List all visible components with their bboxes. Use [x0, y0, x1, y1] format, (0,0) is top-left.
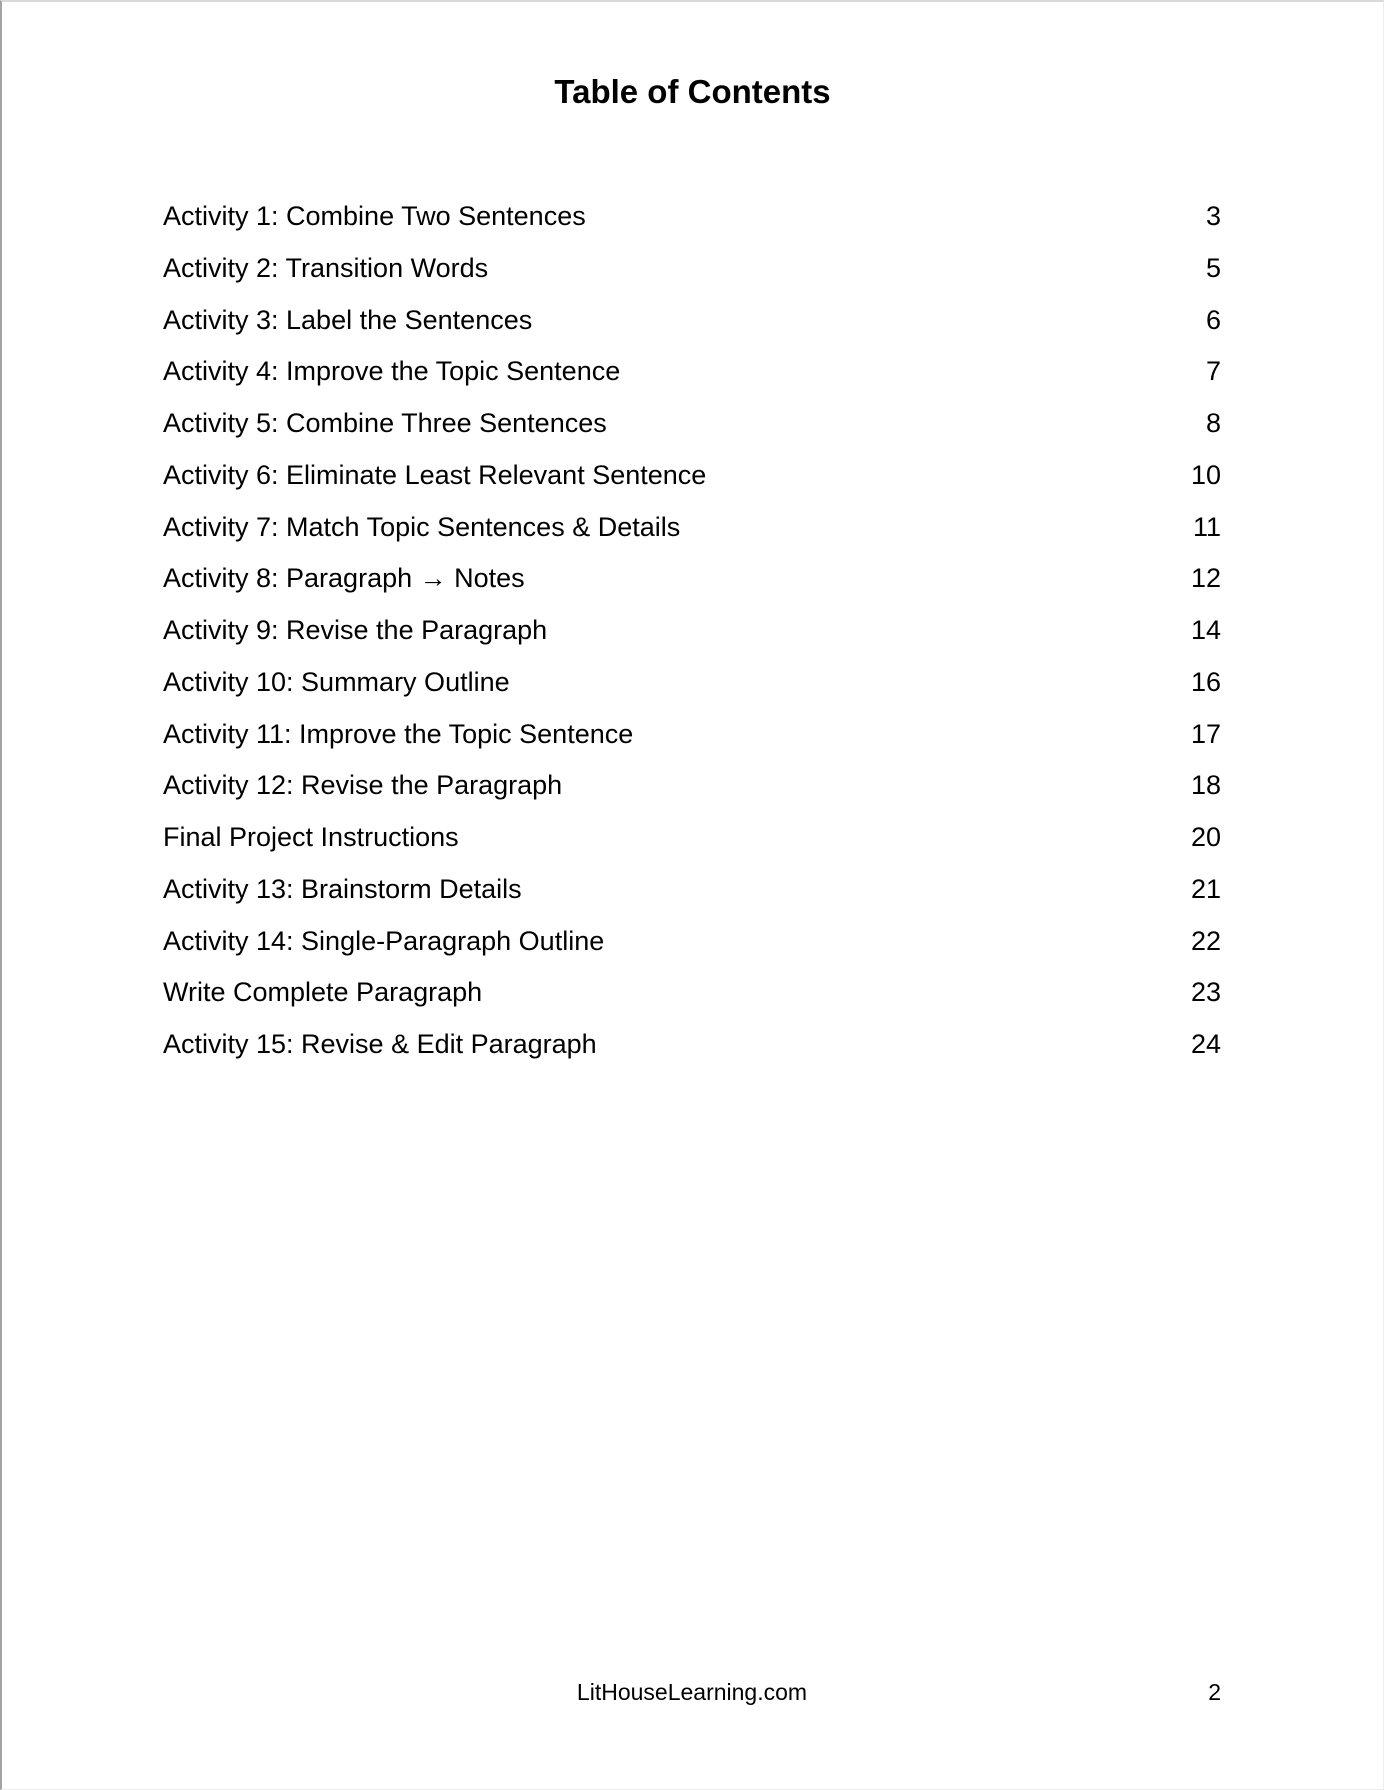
toc-entry-label: Activity 14: Single-Paragraph Outline: [163, 925, 605, 956]
toc-entry-label: Activity 5: Combine Three Sentences: [163, 408, 607, 438]
toc-entry-label: Activity 8: Paragraph → Notes: [163, 563, 525, 594]
toc-row: Activity 12: Revise the Paragraph 18: [163, 760, 1221, 812]
toc-entry-label: Activity 15: Revise & Edit Paragraph: [163, 1029, 597, 1059]
toc-row: Activity 13: Brainstorm Details 21: [163, 864, 1221, 916]
toc-row: Activity 10: Summary Outline 16: [163, 657, 1221, 709]
toc-entry-label: Write Complete Paragraph: [163, 977, 483, 1008]
toc-entry-label: Activity 2: Transition Words: [163, 252, 489, 283]
toc-row: Activity 3: Label the Sentences 6: [163, 295, 1221, 347]
toc-entry-page: 24: [1190, 1029, 1221, 1059]
toc-entry-label: Activity 10: Summary Outline: [163, 666, 510, 697]
toc-row: Activity 1: Combine Two Sentences 3: [163, 191, 1221, 243]
toc-row: Activity 6: Eliminate Least Relevant Sen…: [163, 450, 1221, 502]
toc-row: Activity 11: Improve the Topic Sentence …: [163, 709, 1221, 761]
toc-entry-label: Activity 12: Revise the Paragraph: [163, 770, 563, 801]
toc-row: Activity 5: Combine Three Sentences 8: [163, 398, 1221, 450]
toc-entry-page: 3: [1205, 201, 1221, 231]
toc-entry-page: 20: [1190, 822, 1221, 852]
toc-entry-page: 18: [1190, 770, 1221, 801]
toc-entry-page: 11: [1192, 511, 1221, 542]
toc-entry-label: Activity 7: Match Topic Sentences & Deta…: [163, 511, 681, 542]
toc-entry-label: Activity 6: Eliminate Least Relevant Sen…: [163, 459, 707, 490]
toc-row: Write Complete Paragraph 23: [163, 967, 1221, 1019]
toc-row: Activity 9: Revise the Paragraph 14: [163, 605, 1221, 657]
toc-entry-page: 16: [1190, 666, 1221, 697]
toc-entry-label: Activity 11: Improve the Topic Sentence: [163, 718, 634, 749]
toc-entry-page: 10: [1190, 459, 1221, 490]
toc-entry-page: 22: [1190, 925, 1221, 956]
toc-entry-label: Final Project Instructions: [163, 822, 459, 852]
toc-entry-label: Activity 9: Revise the Paragraph: [163, 615, 548, 645]
toc-row: Activity 15: Revise & Edit Paragraph 24: [163, 1019, 1221, 1071]
toc-row: Final Project Instructions 20: [163, 812, 1221, 864]
toc-entry-label: Activity 1: Combine Two Sentences: [163, 201, 586, 231]
toc-list: Activity 1: Combine Two Sentences 3 Acti…: [163, 191, 1221, 1071]
toc-entry-page: 14: [1190, 615, 1221, 645]
toc-entry-page: 21: [1190, 873, 1221, 904]
toc-row: Activity 7: Match Topic Sentences & Deta…: [163, 502, 1221, 554]
footer-site-label: LitHouseLearning.com: [576, 1679, 808, 1705]
toc-entry-page: 6: [1205, 304, 1221, 335]
page-title: Table of Contents: [554, 73, 831, 110]
toc-row: Activity 14: Single-Paragraph Outline 22: [163, 916, 1221, 968]
toc-entry-label: Activity 4: Improve the Topic Sentence: [163, 356, 621, 387]
toc-entry-page: 23: [1190, 977, 1221, 1008]
toc-row: Activity 8: Paragraph → Notes 12: [163, 553, 1221, 605]
toc-entry-page: 8: [1205, 408, 1221, 438]
footer-page-number: 2: [1208, 1679, 1221, 1705]
toc-entry-page: 12: [1190, 563, 1221, 594]
toc-entry-page: 7: [1205, 356, 1221, 387]
toc-row: Activity 2: Transition Words 5: [163, 243, 1221, 295]
toc-entry-label: Activity 3: Label the Sentences: [163, 304, 533, 335]
toc-row: Activity 4: Improve the Topic Sentence 7: [163, 346, 1221, 398]
toc-entry-page: 17: [1190, 718, 1221, 749]
page-footer: LitHouseLearning.com 2: [163, 1676, 1221, 1708]
toc-entry-page: 5: [1205, 252, 1221, 283]
toc-entry-label: Activity 13: Brainstorm Details: [163, 873, 522, 904]
